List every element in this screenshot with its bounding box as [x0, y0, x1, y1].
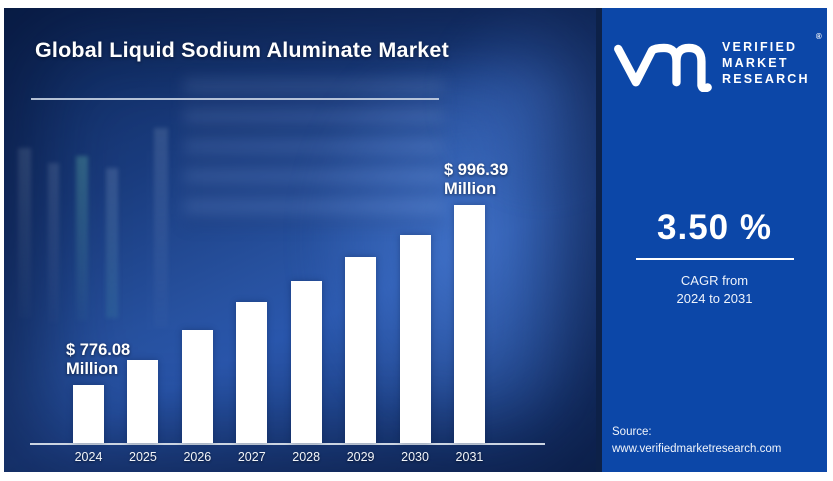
cagr-caption: CAGR from 2024 to 2031	[602, 272, 827, 307]
bar-2031	[453, 205, 485, 443]
content-frame: Global Liquid Sodium Aluminate Market $ …	[4, 8, 827, 472]
year-label-2031: 2031	[455, 450, 484, 464]
registered-trademark: ®	[815, 32, 822, 41]
bar-column-2026: 2026	[181, 330, 213, 464]
source-url: www.verifiedmarketresearch.com	[612, 442, 782, 455]
year-label-2025: 2025	[129, 450, 157, 464]
bar-column-2027: 2027	[236, 302, 268, 464]
bar-column-2030: 2030	[399, 235, 431, 464]
bars: $ 776.08 Million 2024 2025 2026 2027 2028 2029 2…	[66, 161, 508, 464]
test-tube-shape	[48, 163, 59, 323]
brand-line-3: RESEARCH	[722, 72, 810, 86]
year-label-2029: 2029	[346, 450, 375, 464]
x-axis-line	[30, 443, 545, 445]
value-label-2031: $ 996.39 Million	[443, 160, 509, 198]
bar-column-2029: 2029	[345, 257, 377, 464]
cagr-divider	[635, 258, 794, 260]
page-title: Global Liquid Sodium Aluminate Market	[35, 38, 449, 62]
bar-column-2028: 2028	[290, 281, 322, 464]
cagr-caption-line-2: 2024 to 2031	[676, 290, 753, 306]
test-tube-shape	[154, 128, 168, 328]
brand-line-2: MARKET	[722, 56, 789, 70]
bar-2025	[127, 360, 159, 443]
bar-column-2025: 2025	[127, 360, 159, 464]
year-label-2028: 2028	[292, 450, 321, 464]
vmr-monogram-icon	[614, 43, 712, 92]
chart-panel: Global Liquid Sodium Aluminate Market $ …	[4, 8, 596, 472]
lab-photo-shelf	[184, 78, 444, 228]
cagr-caption-line-1: CAGR from	[680, 273, 749, 288]
bar-2028	[290, 281, 322, 443]
panel-divider	[596, 8, 602, 472]
cagr-block: 3.50 % CAGR from 2024 to 2031	[602, 208, 827, 307]
bar-2026	[181, 330, 213, 443]
value-label-2024: $ 776.08 Million	[66, 340, 131, 378]
vmr-logo: ® VERIFIED MARKET RESEARCH	[612, 32, 822, 92]
year-label-2024: 2024	[74, 450, 103, 464]
year-label-2030: 2030	[401, 450, 429, 464]
bar-2024	[73, 385, 104, 443]
source-block: Source: www.verifiedmarketresearch.com	[612, 424, 781, 459]
bar-column-2031: $ 996.39 Million 2031	[444, 161, 508, 464]
bar-2027	[236, 302, 268, 443]
brand-name: ® VERIFIED MARKET RESEARCH	[722, 32, 822, 87]
bar-column-2024: $ 776.08 Million 2024	[66, 341, 130, 464]
brand-line-1: VERIFIED	[722, 40, 798, 54]
source-label: Source:	[612, 425, 652, 438]
info-panel: ® VERIFIED MARKET RESEARCH 3.50 % CAGR f…	[602, 8, 827, 472]
cagr-value: 3.50 %	[657, 208, 772, 247]
year-label-2026: 2026	[183, 450, 212, 464]
title-underline	[31, 98, 439, 100]
test-tube-shape	[106, 168, 118, 318]
bar-2029	[345, 257, 377, 443]
bar-2030	[399, 235, 431, 443]
test-tube-shape	[18, 148, 31, 318]
test-tube-shape	[76, 156, 88, 321]
year-label-2027: 2027	[237, 450, 266, 464]
